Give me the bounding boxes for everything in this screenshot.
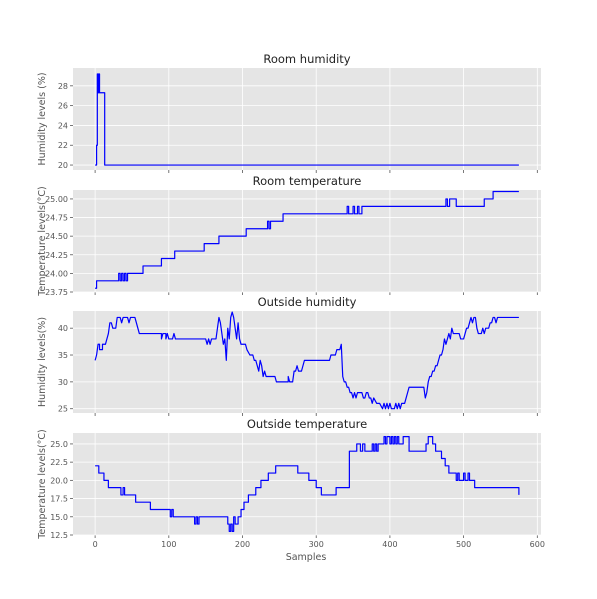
panel-title: Room temperature xyxy=(253,174,362,188)
series-line xyxy=(95,73,519,166)
y-tick-label: 15.0 xyxy=(50,513,68,522)
x-tick-label: 400 xyxy=(382,540,397,549)
series-line xyxy=(95,190,519,289)
y-tick-label: 25.00 xyxy=(45,195,68,204)
panel-title: Outside temperature xyxy=(247,417,367,431)
y-tick-label: 24.25 xyxy=(45,251,68,260)
y-tick-label: 25.0 xyxy=(50,440,68,449)
panel-1: 20 22 24 26 28 Room humidity Humidity levels (… xyxy=(37,52,541,173)
series-line xyxy=(94,311,519,410)
y-tick-label: 20.0 xyxy=(50,476,68,485)
y-tick-label: 24 xyxy=(58,121,68,130)
y-tick-label: 24.00 xyxy=(45,269,68,278)
x-tick-label: 600 xyxy=(530,540,545,549)
y-tick-label: 20 xyxy=(58,161,68,170)
plot-area xyxy=(73,190,541,292)
y-tick-label: 25 xyxy=(58,405,68,414)
plot-area xyxy=(73,433,541,535)
x-tick-label: 300 xyxy=(309,540,324,549)
y-tick-label: 24.75 xyxy=(45,214,68,223)
y-tick-label: 17.5 xyxy=(50,495,68,504)
y-axis-label: Temperature levels(°C) xyxy=(37,429,48,540)
y-tick-label: 35 xyxy=(58,351,68,360)
plot-area xyxy=(73,311,541,413)
x-tick-label: 0 xyxy=(93,540,98,549)
panel-title: Outside humidity xyxy=(258,295,357,309)
panel-3: 25 30 35 40 Outside humidity Humidity levels(… xyxy=(37,295,541,416)
y-tick-label: 26 xyxy=(58,102,68,111)
x-axis-label: Samples xyxy=(286,552,327,563)
y-axis-label: Humidity levels(%) xyxy=(37,317,48,407)
panel-title: Room humidity xyxy=(263,52,350,66)
y-tick-label: 12.5 xyxy=(50,531,68,540)
y-tick-label: 28 xyxy=(58,82,68,91)
plot-area xyxy=(73,68,541,170)
x-tick-label: 100 xyxy=(161,540,176,549)
y-axis-label: Temperature levels(°C) xyxy=(37,186,48,297)
y-tick-label: 40 xyxy=(58,324,68,333)
x-tick-label: 500 xyxy=(456,540,471,549)
panel-2: 23.75 24.00 24.25 24.50 24.75 25.00 Room tempe… xyxy=(37,174,541,297)
y-tick-label: 23.75 xyxy=(45,288,68,297)
x-tick-label: 200 xyxy=(235,540,250,549)
y-tick-label: 24.50 xyxy=(45,232,68,241)
y-axis-label: Humidity levels (%) xyxy=(37,72,48,165)
series-line xyxy=(95,436,520,532)
y-tick-label: 30 xyxy=(58,378,68,387)
panel-4: 0 100 200 300 400 500 600 12.5 15.0 17.5 20.0 22.5 2… xyxy=(37,417,545,549)
y-tick-label: 22 xyxy=(58,141,68,150)
y-tick-label: 22.5 xyxy=(50,458,68,467)
